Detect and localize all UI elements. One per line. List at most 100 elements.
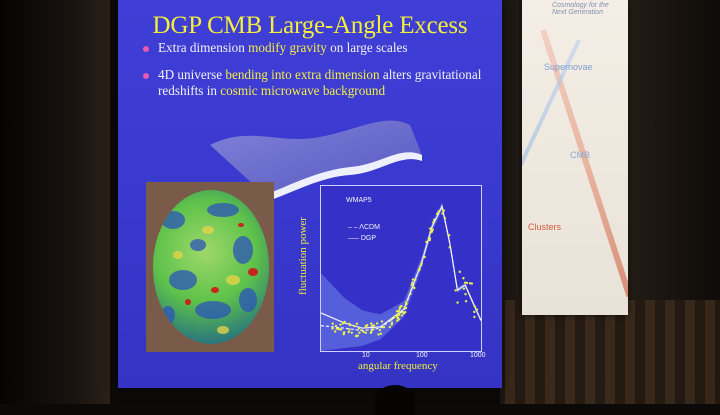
wmap-data-point — [343, 320, 347, 324]
wmap-data-point — [432, 218, 436, 221]
wmap-data-point — [339, 328, 343, 331]
bullet-dot — [143, 73, 149, 79]
wmap-data-point — [370, 324, 374, 328]
wmap-data-point — [350, 331, 353, 334]
bent-brane-illustration — [210, 120, 422, 200]
wmap-data-point — [428, 237, 432, 240]
legend-lcdm-label: ΛCDM — [359, 224, 380, 231]
wmap-data-point — [418, 267, 421, 271]
wmap-data-point — [400, 304, 403, 308]
wmap-data-point — [413, 286, 416, 290]
bullet-1-highlight: modify gravity — [248, 40, 327, 55]
bullet-1: Extra dimension modify gravity on large … — [158, 40, 408, 56]
wmap-data-point — [396, 319, 399, 322]
wmap-data-point — [379, 332, 383, 335]
wmap-data-point — [341, 321, 345, 325]
wmap-data-point — [441, 212, 444, 215]
wmap-data-point — [404, 306, 408, 310]
wmap-data-point — [362, 330, 365, 334]
wmap-data-point — [334, 324, 338, 328]
wmap-data-point — [372, 324, 376, 327]
wmap-data-point — [443, 217, 447, 220]
wmap-data-point — [372, 328, 375, 331]
conference-poster: Cosmology for the Next Generation Supern… — [522, 0, 628, 315]
wmap-data-point — [437, 210, 440, 213]
wmap-data-point — [475, 308, 479, 311]
wmap-data-point — [442, 209, 445, 212]
wmap-data-point — [405, 302, 408, 306]
wmap-data-point — [335, 327, 338, 330]
legend-lcdm: – – ΛCDM — [348, 224, 380, 231]
wmap-data-point — [395, 310, 399, 313]
bullet-2-text-b: alters gravitational — [379, 67, 482, 82]
dgp-curve — [320, 204, 482, 329]
power-spectrum-plot — [320, 185, 482, 352]
wmap-data-point — [339, 323, 342, 326]
wmap-data-point — [370, 329, 373, 333]
poster-word-cmb: CMB — [570, 150, 590, 160]
presentation-slide: DGP CMB Large-Angle Excess Extra dimensi… — [118, 0, 502, 388]
wmap-data-point — [388, 325, 391, 329]
legend-dgp-label: DGP — [360, 235, 377, 242]
wmap-data-point — [342, 331, 346, 334]
wmap-data-point — [347, 330, 350, 334]
x-axis-label: angular frequency — [358, 360, 438, 372]
x-tick: 10 — [362, 352, 370, 359]
poster-header: Cosmology for the Next Generation — [552, 2, 609, 16]
wmap-data-point — [429, 231, 432, 234]
cmb-sky-map-frame — [146, 182, 274, 352]
y-axis-label: fluctuation power — [297, 217, 309, 295]
wmap-data-point — [447, 234, 451, 237]
wmap-data-point — [353, 324, 356, 328]
wmap-data-point — [463, 281, 467, 284]
wmap-data-point — [448, 246, 451, 249]
wmap-data-point — [473, 315, 476, 319]
wmap-data-point — [397, 313, 401, 317]
wmap-data-point — [470, 282, 474, 285]
wmap-data-point — [378, 328, 382, 332]
wmap-data-point — [360, 328, 363, 332]
legend-wmap: WMAP5 — [346, 197, 372, 204]
wmap-data-point — [425, 240, 428, 244]
legend-dgp: —– DGP — [348, 235, 377, 242]
wmap-data-point — [456, 301, 459, 304]
x-tick: 1000 — [470, 352, 486, 359]
wmap-data-point — [419, 264, 423, 267]
wmap-data-point — [348, 322, 351, 325]
wmap-data-point — [354, 334, 358, 338]
curtain — [505, 300, 720, 404]
bullet-2-line2-highlight: cosmic microwave background — [220, 83, 386, 98]
bullet-1-text-b: on large scales — [326, 40, 408, 55]
wmap-data-point — [398, 311, 401, 315]
wmap-data-point — [365, 325, 368, 329]
wmap-data-point — [462, 287, 466, 290]
wmap-data-point — [462, 277, 465, 280]
wmap-data-point — [402, 312, 406, 315]
wmap-data-point — [410, 281, 414, 284]
wmap-data-point — [364, 331, 368, 334]
wmap-data-point — [458, 270, 462, 274]
wmap-data-point — [357, 326, 361, 330]
wmap-data-point — [410, 283, 413, 287]
wmap-data-point — [431, 228, 434, 231]
cmb-sky-map — [153, 190, 269, 344]
wmap-data-point — [464, 292, 467, 296]
wmap-data-point — [381, 326, 385, 329]
wmap-data-point — [395, 315, 399, 319]
wmap-data-point — [414, 278, 417, 281]
wmap-data-point — [390, 321, 394, 325]
wmap-data-point — [409, 292, 412, 295]
x-tick: 100 — [416, 352, 428, 359]
wmap-data-point — [465, 281, 469, 285]
room-wall-left — [0, 0, 110, 404]
slide-title: DGP CMB Large-Angle Excess — [152, 12, 468, 39]
wmap-data-point — [337, 328, 341, 331]
wmap-data-point — [377, 333, 380, 336]
wmap-data-point — [432, 221, 435, 224]
wmap-data-point — [348, 328, 351, 331]
wmap-data-point — [454, 289, 457, 292]
bullet-dot — [143, 46, 149, 52]
dgp-variance-band — [321, 202, 481, 351]
wmap-data-point — [464, 299, 468, 303]
y-axis-label-wrap: fluctuation power — [297, 190, 309, 340]
